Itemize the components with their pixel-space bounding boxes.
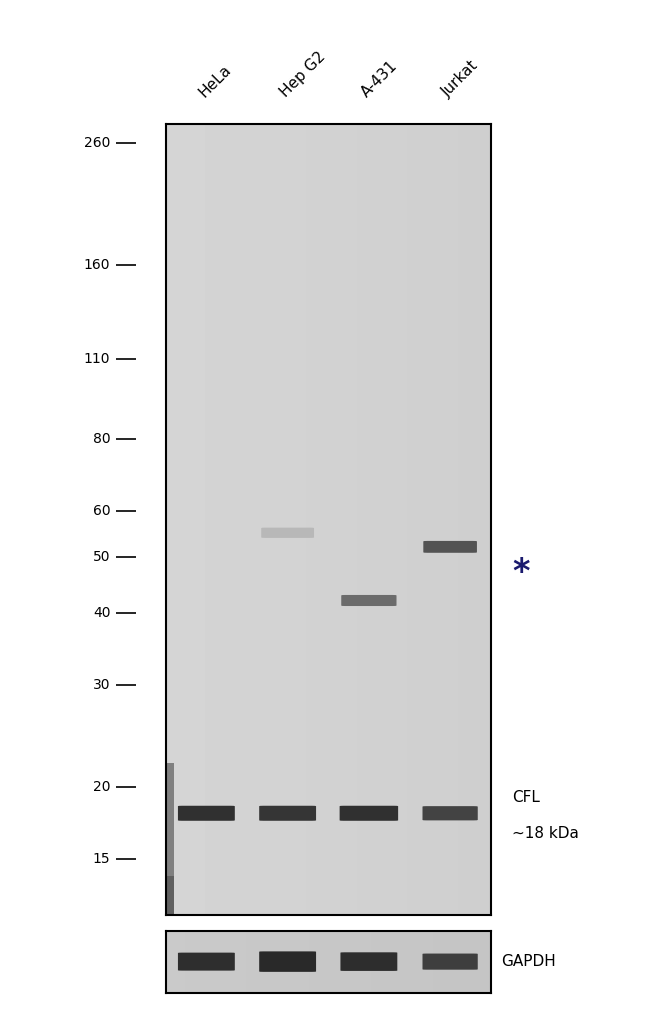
Text: 110: 110 — [84, 352, 111, 366]
FancyBboxPatch shape — [178, 952, 235, 971]
Text: 60: 60 — [93, 504, 110, 518]
FancyBboxPatch shape — [423, 541, 477, 553]
Text: Jurkat: Jurkat — [439, 58, 482, 100]
Text: 160: 160 — [84, 257, 111, 272]
Text: 20: 20 — [93, 780, 110, 794]
Text: GAPDH: GAPDH — [502, 954, 556, 969]
FancyBboxPatch shape — [259, 951, 316, 972]
FancyBboxPatch shape — [341, 595, 396, 606]
Text: HeLa: HeLa — [196, 62, 234, 100]
Text: 80: 80 — [93, 431, 110, 446]
Text: ~18 kDa: ~18 kDa — [512, 825, 578, 841]
Text: 15: 15 — [93, 852, 110, 866]
Text: CFL: CFL — [512, 790, 540, 804]
Text: *: * — [512, 555, 530, 588]
Bar — [166, 763, 174, 915]
Text: A-431: A-431 — [358, 58, 400, 100]
Text: 50: 50 — [93, 550, 110, 564]
Text: 260: 260 — [84, 135, 111, 150]
Bar — [166, 877, 174, 923]
FancyBboxPatch shape — [339, 805, 398, 821]
Text: 30: 30 — [93, 678, 110, 692]
FancyBboxPatch shape — [261, 527, 314, 538]
Text: Hep G2: Hep G2 — [277, 50, 328, 100]
FancyBboxPatch shape — [422, 953, 478, 970]
FancyBboxPatch shape — [259, 805, 316, 821]
Text: 40: 40 — [93, 606, 110, 619]
FancyBboxPatch shape — [422, 807, 478, 820]
FancyBboxPatch shape — [178, 805, 235, 821]
FancyBboxPatch shape — [341, 952, 397, 971]
